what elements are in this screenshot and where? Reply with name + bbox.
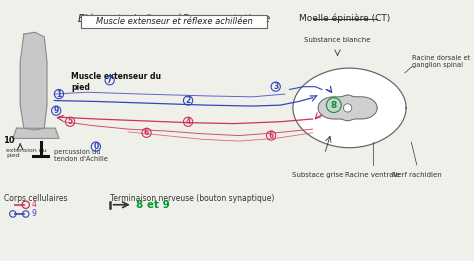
- Text: Eléments de l'arc réflexe myotatique: Eléments de l'arc réflexe myotatique: [78, 14, 270, 24]
- Text: 5: 5: [67, 117, 73, 126]
- Text: percussion du
tendon d'Achille: percussion du tendon d'Achille: [55, 149, 108, 162]
- Text: 10: 10: [3, 136, 15, 145]
- Polygon shape: [20, 32, 47, 130]
- Text: 0: 0: [93, 142, 99, 151]
- Text: Moelle épinière (CT): Moelle épinière (CT): [299, 14, 391, 23]
- Text: 9: 9: [31, 210, 36, 218]
- Text: Substace grise: Substace grise: [292, 171, 343, 177]
- Text: 2: 2: [185, 96, 191, 105]
- Polygon shape: [293, 68, 406, 148]
- Text: Corps cellulaires: Corps cellulaires: [4, 194, 68, 203]
- Text: 4: 4: [185, 117, 191, 126]
- Text: Nerf rachidien: Nerf rachidien: [392, 171, 442, 177]
- Text: 6: 6: [268, 131, 273, 140]
- Text: extension du
pied: extension du pied: [6, 147, 47, 158]
- Circle shape: [344, 104, 352, 112]
- Text: 6: 6: [144, 128, 149, 137]
- Text: Terminaison nerveuse (bouton synaptique): Terminaison nerveuse (bouton synaptique): [109, 194, 274, 203]
- FancyBboxPatch shape: [81, 15, 267, 28]
- Text: Muscle extenseur du
pied: Muscle extenseur du pied: [71, 72, 161, 92]
- Text: Substance blanche: Substance blanche: [304, 37, 371, 43]
- Text: 4: 4: [31, 200, 36, 209]
- Text: 8: 8: [331, 101, 337, 110]
- Text: 1: 1: [56, 90, 62, 99]
- Text: 7: 7: [107, 76, 112, 85]
- Text: 8 et 9: 8 et 9: [136, 200, 169, 210]
- Text: 3: 3: [273, 82, 278, 91]
- Text: 9: 9: [54, 106, 59, 115]
- Text: Racine dorsale et
ganglion spinal: Racine dorsale et ganglion spinal: [412, 55, 471, 68]
- Polygon shape: [13, 128, 59, 138]
- Text: Racine ventrale: Racine ventrale: [345, 171, 400, 177]
- Text: Muscle extenseur et réflexe achilléen: Muscle extenseur et réflexe achilléen: [96, 17, 253, 26]
- Polygon shape: [318, 95, 377, 121]
